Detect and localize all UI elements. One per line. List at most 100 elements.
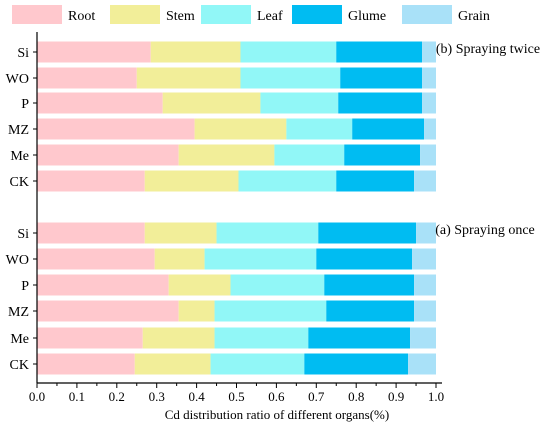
y-tick-label: CK (10, 358, 29, 373)
y-tick-label: Si (17, 227, 29, 242)
bar-segment-stem (150, 41, 241, 63)
bar-segment-root (37, 92, 163, 114)
axes: Si WO P MZ Me CK (b) Spraying twice Si WO P MZ Me CK… (6, 32, 540, 404)
x-tick-label: 0.9 (388, 389, 404, 404)
x-tick-label: 0.8 (348, 389, 364, 404)
bar-segment-stem (144, 170, 239, 192)
y-tick-label: P (21, 97, 29, 112)
legend-label-leaf: Leaf (257, 9, 283, 24)
bar-segment-stem (178, 144, 275, 166)
bar-segment-stem (162, 92, 261, 114)
bar-segment-stem (168, 274, 231, 296)
y-tick-label: P (21, 279, 29, 294)
bar-segment-glume (324, 274, 415, 296)
y-tick-label: CK (10, 175, 29, 190)
panel-label: (b) Spraying twice (436, 42, 540, 57)
bar-segment-grain (422, 41, 436, 63)
bar-segment-stem (194, 118, 287, 140)
y-tick-label: Me (10, 149, 29, 164)
bar-segment-root (37, 41, 151, 63)
bar-segment-glume (340, 67, 423, 89)
bar-segment-stem (134, 353, 211, 375)
x-tick-label: 0.0 (29, 389, 45, 404)
bar-segment-root (37, 118, 195, 140)
bar-segment-stem (142, 327, 215, 349)
bar-segment-grain (424, 118, 436, 140)
bar-segment-grain (408, 353, 436, 375)
bar-segment-stem (136, 67, 241, 89)
bar-segment-grain (414, 170, 436, 192)
legend-swatch-stem (110, 5, 160, 24)
y-tick-label: WO (6, 72, 29, 87)
x-tick-label: 0.5 (228, 389, 244, 404)
bar-segment-glume (308, 327, 411, 349)
x-tick-label: 0.6 (268, 389, 285, 404)
bar-segment-leaf (260, 92, 339, 114)
bar-segment-leaf (240, 67, 341, 89)
bar-segment-leaf (210, 353, 305, 375)
legend-swatch-leaf (201, 5, 251, 24)
bar-segment-leaf (238, 170, 337, 192)
legend-swatch-glume (292, 5, 342, 24)
bar-segment-glume (304, 353, 409, 375)
legend: Root Stem Leaf Glume Grain (12, 5, 490, 24)
legend-label-root: Root (68, 9, 95, 24)
bar-segment-stem (154, 248, 205, 270)
legend-label-stem: Stem (166, 9, 195, 24)
bar-segment-leaf (214, 327, 309, 349)
bar-segment-grain (422, 92, 436, 114)
bars (37, 41, 436, 375)
bar-segment-glume (338, 92, 423, 114)
bar-segment-root (37, 170, 145, 192)
bar-segment-root (37, 67, 137, 89)
bar-segment-glume (326, 300, 415, 322)
bar-segment-grain (414, 274, 436, 296)
bar-segment-grain (416, 222, 436, 244)
y-tick-label: Si (17, 46, 29, 61)
bar-segment-glume (318, 222, 417, 244)
bar-segment-stem (144, 222, 217, 244)
x-tick-label: 0.2 (109, 389, 125, 404)
bar-segment-grain (414, 300, 436, 322)
bar-segment-grain (422, 67, 436, 89)
y-tick-label: Me (10, 332, 29, 347)
bar-segment-grain (412, 248, 436, 270)
bar-segment-leaf (230, 274, 325, 296)
x-axis-title: Cd distribution ratio of different organ… (165, 407, 389, 422)
y-tick-label: MZ (8, 123, 29, 138)
bar-segment-leaf (216, 222, 319, 244)
y-tick-label: WO (6, 253, 29, 268)
bar-segment-root (37, 300, 179, 322)
legend-label-glume: Glume (348, 9, 386, 24)
y-tick-label: MZ (8, 305, 29, 320)
bar-segment-leaf (286, 118, 353, 140)
legend-swatch-grain (402, 5, 452, 24)
panel-label: (a) Spraying once (435, 223, 535, 238)
x-tick-label: 0.1 (69, 389, 85, 404)
x-tick-label: 0.4 (188, 389, 205, 404)
bar-segment-glume (352, 118, 425, 140)
x-tick-label: 0.3 (149, 389, 165, 404)
bar-segment-leaf (204, 248, 317, 270)
bar-segment-leaf (214, 300, 327, 322)
legend-label-grain: Grain (458, 9, 490, 24)
bar-segment-root (37, 327, 143, 349)
bar-segment-glume (316, 248, 413, 270)
bar-segment-root (37, 274, 169, 296)
bar-segment-grain (410, 327, 436, 349)
bar-segment-root (37, 144, 179, 166)
bar-segment-glume (344, 144, 421, 166)
x-tick-label: 0.7 (308, 389, 325, 404)
legend-swatch-root (12, 5, 62, 24)
bar-segment-stem (178, 300, 215, 322)
bar-segment-glume (336, 170, 415, 192)
bar-segment-grain (420, 144, 436, 166)
bar-segment-root (37, 353, 135, 375)
x-tick-label: 1.0 (428, 389, 444, 404)
bar-segment-glume (336, 41, 423, 63)
bar-segment-root (37, 222, 145, 244)
bar-segment-leaf (274, 144, 345, 166)
bar-segment-root (37, 248, 155, 270)
bar-segment-leaf (240, 41, 337, 63)
